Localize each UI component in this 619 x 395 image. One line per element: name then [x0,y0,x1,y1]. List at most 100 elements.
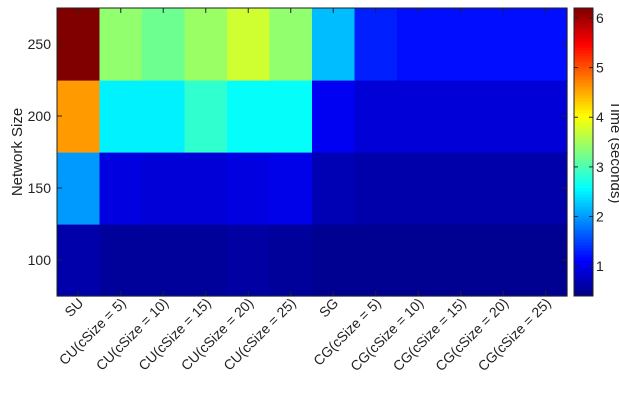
heatmap-cell [99,8,143,81]
colorbar-segment [574,176,593,180]
colorbar-segment [574,137,593,141]
colorbar-segment [574,182,593,186]
heatmap-cell [99,224,143,297]
heatmap-cell [312,8,356,81]
x-tick-label: CG(cSize = 20) [432,295,511,374]
colorbar-segment [574,281,593,285]
heatmap-cell [227,152,271,225]
colorbar-segment [574,101,593,105]
colorbar-segment [574,167,593,171]
colorbar-segment [574,155,593,159]
colorbar-segment [574,140,593,144]
heatmap-cell [354,8,398,81]
colorbar-segment [574,50,593,54]
colorbar-segment [574,212,593,216]
y-tick-label: 250 [28,36,52,52]
colorbar-segment [574,65,593,69]
colorbar-segment [574,41,593,45]
colorbar-segment [574,233,593,237]
colorbar-label: Time (seconds) [607,101,619,204]
colorbar-segment [574,227,593,231]
heatmap-cell [184,152,228,225]
colorbar-segment [574,59,593,63]
heatmap-cell [184,8,228,81]
heatmap-cells [57,8,568,297]
heatmap-cell [57,152,101,225]
colorbar-segment [574,56,593,60]
colorbar-segment [574,239,593,243]
colorbar-segment [574,254,593,258]
colorbar-segment [574,272,593,276]
y-axis: 100 150 200 250 [28,36,567,268]
colorbar-segment [574,113,593,117]
colorbar-tick-label: 3 [596,159,604,175]
heatmap-cell [524,8,568,81]
colorbar-tick-label: 2 [596,209,604,225]
colorbar-segment [574,191,593,195]
colorbar-segment [574,98,593,102]
colorbar-segment [574,194,593,198]
heatmap-cell [482,152,526,225]
colorbar-segment [574,161,593,165]
colorbar-segment [574,236,593,240]
heatmap-cell [227,224,271,297]
colorbar-segment [574,203,593,207]
heatmap-cell [142,8,186,81]
colorbar-segment [574,89,593,93]
heatmap-cell [439,8,483,81]
colorbar-segment [574,266,593,270]
heatmap-cell [439,80,483,153]
colorbar-segment [574,260,593,264]
colorbar-segment [574,107,593,111]
colorbar-segment [574,185,593,189]
heatmap-cell [99,152,143,225]
heatmap-cell [482,224,526,297]
colorbar-segment [574,26,593,30]
colorbar-segment [574,119,593,123]
colorbar-segment [574,152,593,156]
colorbar-segment [574,170,593,174]
colorbar-segment [574,53,593,57]
colorbar-segment [574,20,593,24]
colorbar-segment [574,209,593,213]
heatmap-cell [482,80,526,153]
colorbar-segment [574,293,593,297]
colorbar-segment [574,146,593,150]
heatmap-cell [227,8,271,81]
heatmap-cell [524,80,568,153]
heatmap-cell [269,152,313,225]
y-axis-label: Network Size [9,108,26,196]
colorbar-segment [574,116,593,120]
heatmap-cell [354,152,398,225]
heatmap-cell [142,152,186,225]
heatmap-cell [184,224,228,297]
heatmap-cell [312,80,356,153]
colorbar-segment [574,86,593,90]
heatmap-cell [524,224,568,297]
plot-frame [56,7,568,297]
heatmap-cell [524,152,568,225]
colorbar-segment [574,38,593,42]
colorbar: 1 2 3 4 5 6 [573,7,604,297]
x-tick-label: CG(cSize = 10) [347,295,426,374]
colorbar-segment [574,128,593,132]
colorbar-segment [574,284,593,288]
colorbar-segment [574,257,593,261]
colorbar-segment [574,287,593,291]
colorbar-segment [574,230,593,234]
colorbar-segment [574,221,593,225]
x-tick-label: CG(cSize = 15) [390,295,469,374]
colorbar-segment [574,68,593,72]
heatmap-cell [184,80,228,153]
colorbar-frame [573,7,594,297]
heatmap-cell [57,80,101,153]
colorbar-segment [574,131,593,135]
heatmap-cell [142,80,186,153]
heatmap-cell [312,152,356,225]
colorbar-segment [574,125,593,129]
colorbar-segment [574,149,593,153]
colorbar-segment [574,269,593,273]
heatmap-cell [99,80,143,153]
colorbar-segment [574,23,593,27]
colorbar-segment [574,263,593,267]
